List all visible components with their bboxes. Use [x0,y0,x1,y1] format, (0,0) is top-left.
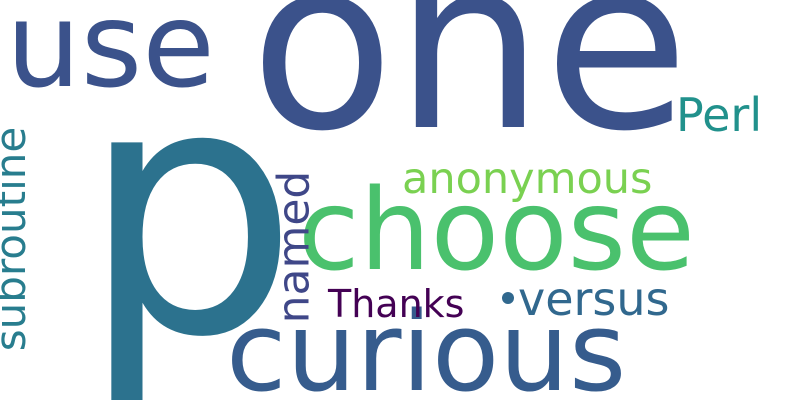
word-thanks: Thanks [328,282,465,326]
word-versus: versus [518,272,670,326]
bullet-dot [502,292,514,304]
word-subroutine: subroutine [0,126,36,352]
word-one: one [250,0,690,183]
word-p: p [80,12,299,400]
word-choose: choose [298,166,695,296]
word-use: use [6,0,215,114]
word-curious: curious [226,288,627,400]
word-named: named [268,170,320,324]
word-perl: Perl [676,88,763,142]
word-anonymous: anonymous [402,154,653,204]
